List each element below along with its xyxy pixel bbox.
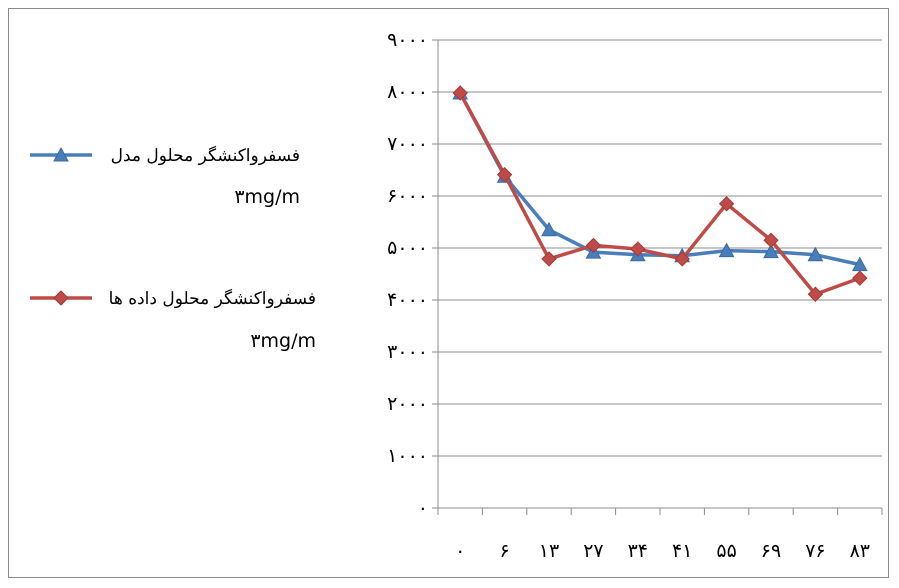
x-tick-label: ٢٧ (583, 540, 603, 562)
data-point-diamond (630, 241, 646, 257)
gridlines (438, 39, 882, 457)
data-point-diamond (674, 251, 690, 267)
y-tick-label: ٩٠٠٠ (387, 29, 428, 51)
data-point-diamond (496, 166, 513, 183)
x-tick-labels: ٠ ۶ ١٣ ٢٧ ٣۴ ۴١ ۵۵ ۶٩ ٧۶ ٨٣ (455, 540, 870, 562)
legend-unit-data: ۳mg/m (250, 330, 316, 352)
y-tick-label: ۶٠٠٠ (387, 185, 428, 207)
legend-unit-model: ۳mg/m (234, 186, 300, 208)
data-point-triangle (718, 242, 735, 258)
axes (432, 39, 883, 515)
data-point-diamond (718, 196, 735, 212)
y-tick-labels: ٠ ١٠٠٠ ٢٠٠٠ ٣٠٠٠ ۴٠٠٠ ۵٠٠٠ ۶٠٠٠ ٧٠٠٠ ٨٠٠٠ ٩٠٠٠ (387, 29, 428, 519)
data-point-triangle (763, 243, 779, 259)
chart-frame (8, 8, 889, 578)
x-tick-label: ٨٣ (850, 540, 870, 562)
data-point-diamond (852, 270, 868, 286)
data-point-diamond (541, 251, 557, 267)
x-tick-label: ۶ (499, 540, 509, 562)
data-point-diamond (585, 237, 602, 254)
x-tick-label: ٠ (455, 540, 465, 562)
data-point-diamond (452, 85, 468, 101)
legend-item-data: فسفرواکنشگر محلول داده ها ۳mg/m (30, 288, 316, 352)
x-tick-label: ۴١ (672, 540, 692, 562)
data-point-diamond (763, 232, 779, 248)
y-tick-label: ٢٠٠٠ (387, 393, 428, 415)
data-point-diamond (807, 286, 824, 302)
x-tick-label: ۶٩ (761, 540, 781, 562)
legend-label-data: فسفرواکنشگر محلول داده ها (109, 288, 316, 309)
y-tick-label: ۴٠٠٠ (387, 289, 428, 311)
series-line (458, 92, 861, 297)
series-data (452, 85, 868, 302)
legend-marker-model (53, 146, 69, 162)
x-tick-label: ٧۶ (805, 540, 825, 562)
y-tick-label: ٨٠٠٠ (387, 81, 428, 103)
y-tick-label: ٠ (418, 497, 428, 519)
series-layer (452, 84, 868, 302)
x-tick-label: ۵۵ (716, 540, 736, 562)
legend-item-model: فسفرواکنشگر محلول مدل ۳mg/m (30, 145, 300, 208)
legend: فسفرواکنشگر محلول مدل ۳mg/m فسفرواکنشگر … (30, 145, 316, 352)
data-point-triangle (807, 246, 824, 262)
x-tick-label: ١٣ (539, 540, 559, 562)
legend-marker-data (53, 290, 69, 306)
y-tick-label: ۵٠٠٠ (387, 237, 428, 259)
y-tick-label: ٧٠٠٠ (387, 133, 428, 155)
series-model (452, 84, 868, 272)
y-tick-label: ١٠٠٠ (387, 445, 428, 467)
data-point-triangle (541, 221, 557, 237)
y-tick-label: ٣٠٠٠ (387, 341, 428, 363)
series-line (458, 92, 861, 267)
x-tick-label: ٣۴ (628, 540, 648, 562)
legend-label-model: فسفرواکنشگر محلول مدل (111, 145, 300, 166)
